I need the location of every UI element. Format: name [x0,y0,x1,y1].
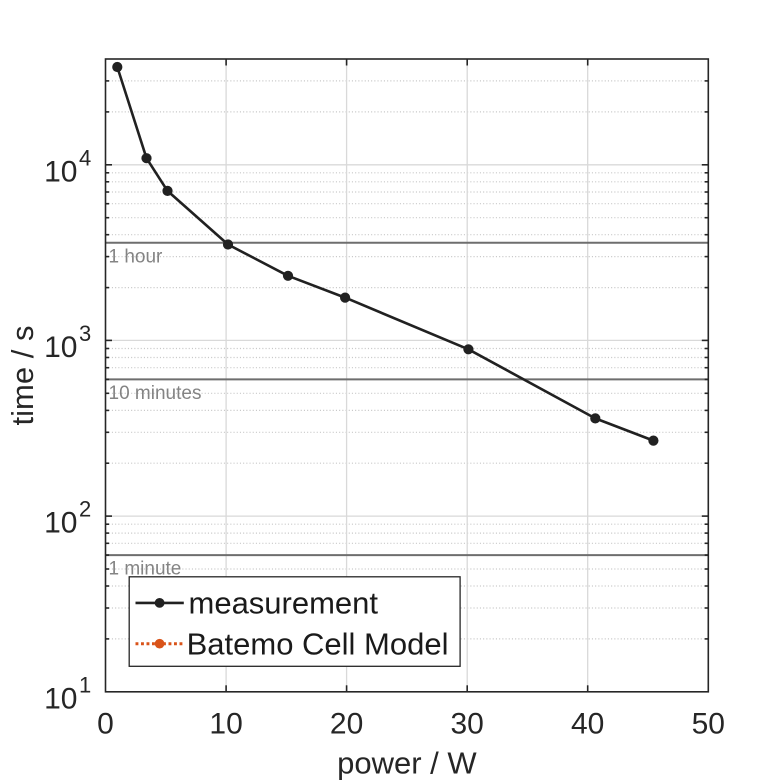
svg-text:1: 1 [79,672,91,697]
svg-text:0: 0 [97,708,114,741]
svg-text:10: 10 [44,155,77,188]
svg-text:10: 10 [44,331,77,364]
svg-text:10: 10 [44,682,77,715]
svg-text:4: 4 [79,145,91,170]
svg-text:1 minute: 1 minute [109,559,182,580]
svg-text:10: 10 [209,708,242,741]
svg-text:40: 40 [571,708,604,741]
svg-text:10 minutes: 10 minutes [109,383,202,404]
svg-text:30: 30 [451,708,484,741]
svg-text:3: 3 [79,321,91,346]
svg-text:measurement: measurement [189,586,379,621]
svg-text:1 hour: 1 hour [109,246,164,267]
svg-text:10: 10 [44,507,77,540]
svg-text:2: 2 [79,497,91,522]
svg-text:20: 20 [330,708,363,741]
svg-text:time / s: time / s [5,326,40,426]
svg-text:power / W: power / W [337,746,477,781]
svg-text:Batemo Cell Model: Batemo Cell Model [187,626,449,661]
svg-text:50: 50 [692,708,725,741]
